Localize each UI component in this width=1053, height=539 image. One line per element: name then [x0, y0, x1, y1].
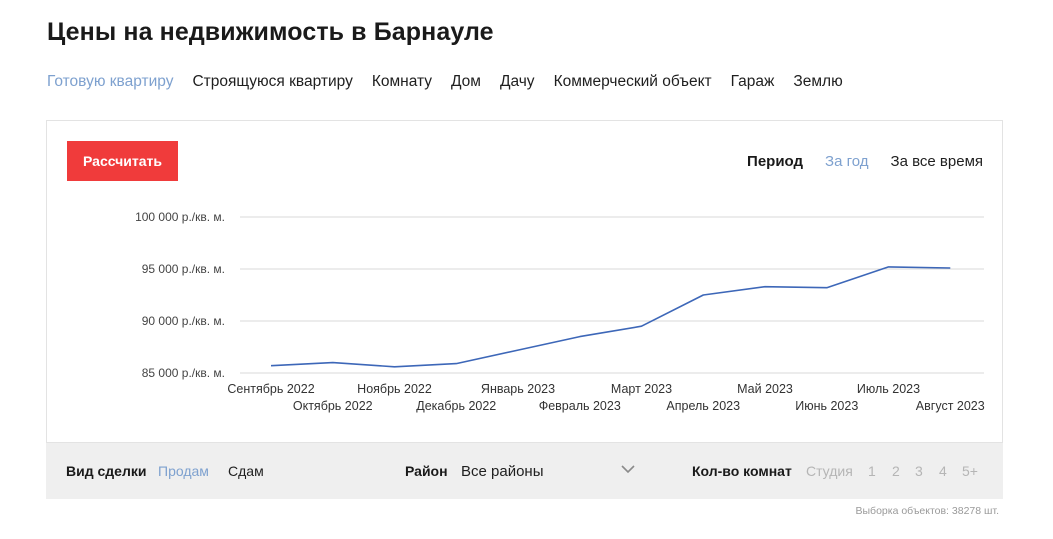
period-selector: Период За год За все время	[747, 153, 983, 170]
price-chart-card: 85 000 р./кв. м. 90 000 р./кв. м. 95 000 р…	[46, 120, 1003, 443]
nav-item-garage[interactable]: Гараж	[730, 73, 775, 90]
rooms-label: Кол-во комнат	[692, 463, 792, 479]
rooms-option-3[interactable]: 3	[915, 463, 923, 479]
x-tick-label: Август 2023	[916, 399, 985, 413]
period-option-year[interactable]: За год	[825, 153, 869, 170]
price-chart: 85 000 р./кв. м. 90 000 р./кв. м. 95 000 р…	[135, 210, 985, 413]
period-option-all-time[interactable]: За все время	[890, 153, 983, 170]
sample-count: Выборка объектов: 38278 шт.	[855, 505, 1000, 517]
property-type-nav: Готовую квартиру Строящуюся квартиру Ком…	[47, 73, 843, 91]
x-tick-label: Декабрь 2022	[416, 399, 496, 413]
x-tick-label: Февраль 2023	[539, 399, 621, 413]
nav-item-dacha[interactable]: Дачу	[499, 73, 535, 90]
page-title: Цены на недвижимость в Барнауле	[47, 18, 494, 46]
y-tick-label: 85 000 р./кв. м.	[142, 366, 225, 380]
period-label: Период	[747, 153, 804, 170]
y-tick-label: 100 000 р./кв. м.	[135, 210, 225, 224]
rooms-option-1[interactable]: 1	[868, 463, 876, 479]
rooms-option-4[interactable]: 4	[939, 463, 947, 479]
x-tick-label: Май 2023	[737, 382, 793, 396]
x-tick-label: Июнь 2023	[795, 399, 858, 413]
nav-item-room[interactable]: Комнату	[371, 73, 432, 90]
deal-option-sell[interactable]: Продам	[158, 463, 209, 479]
x-tick-label: Март 2023	[611, 382, 672, 396]
y-tick-label: 95 000 р./кв. м.	[142, 262, 225, 276]
district-value: Все районы	[461, 463, 544, 480]
district-select[interactable]: Все районы	[461, 455, 636, 487]
rooms-option-2[interactable]: 2	[892, 463, 900, 479]
y-tick-label: 90 000 р./кв. м.	[142, 314, 225, 328]
x-tick-label: Июль 2023	[857, 382, 920, 396]
rooms-option-studio[interactable]: Студия	[806, 463, 853, 479]
x-tick-label: Сентябрь 2022	[227, 382, 314, 396]
x-tick-label: Январь 2023	[481, 382, 555, 396]
nav-item-new-building[interactable]: Строящуюся квартиру	[192, 73, 353, 90]
nav-item-land[interactable]: Землю	[793, 73, 843, 90]
district-label: Район	[405, 463, 448, 479]
calculate-button[interactable]: Рассчитать	[67, 141, 178, 181]
rooms-option-5plus[interactable]: 5+	[962, 463, 978, 479]
deal-option-rent[interactable]: Сдам	[228, 463, 264, 479]
x-tick-label: Ноябрь 2022	[357, 382, 432, 396]
series-line	[270, 266, 951, 368]
nav-item-commercial[interactable]: Коммерческий объект	[553, 73, 712, 90]
x-tick-label: Апрель 2023	[666, 399, 740, 413]
x-tick-label: Октябрь 2022	[293, 399, 373, 413]
filters-bar: Вид сделки Продам Сдам Район Все районы …	[46, 443, 1003, 499]
deal-type-label: Вид сделки	[66, 463, 147, 479]
nav-item-house[interactable]: Дом	[451, 73, 481, 90]
nav-item-ready-apartment[interactable]: Готовую квартиру	[47, 73, 174, 90]
chevron-down-icon	[621, 465, 635, 474]
